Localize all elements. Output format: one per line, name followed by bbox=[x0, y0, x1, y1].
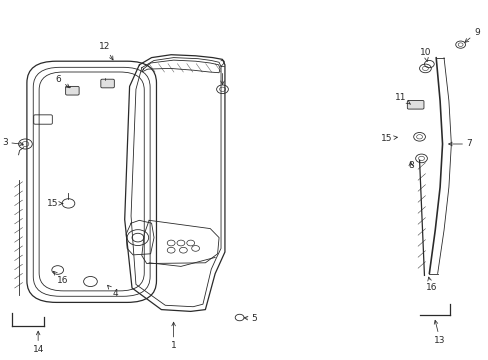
FancyBboxPatch shape bbox=[407, 100, 423, 109]
Text: 15: 15 bbox=[380, 134, 397, 143]
Text: 8: 8 bbox=[407, 161, 413, 170]
Text: 12: 12 bbox=[99, 42, 113, 60]
Text: 7: 7 bbox=[447, 139, 471, 148]
FancyBboxPatch shape bbox=[65, 86, 79, 95]
FancyBboxPatch shape bbox=[101, 79, 114, 88]
Text: 16: 16 bbox=[53, 271, 68, 285]
Text: 4: 4 bbox=[107, 285, 118, 298]
Text: 3: 3 bbox=[2, 138, 23, 147]
Text: 14: 14 bbox=[32, 331, 44, 354]
Text: 9: 9 bbox=[464, 28, 479, 42]
Text: 10: 10 bbox=[419, 48, 430, 61]
Text: 6: 6 bbox=[56, 75, 69, 88]
Text: 16: 16 bbox=[425, 277, 436, 292]
Text: 5: 5 bbox=[244, 314, 257, 323]
Text: 11: 11 bbox=[394, 93, 410, 104]
Text: 15: 15 bbox=[47, 199, 62, 208]
Text: 13: 13 bbox=[433, 320, 445, 345]
Text: 2: 2 bbox=[219, 60, 225, 85]
Text: 1: 1 bbox=[170, 322, 176, 350]
